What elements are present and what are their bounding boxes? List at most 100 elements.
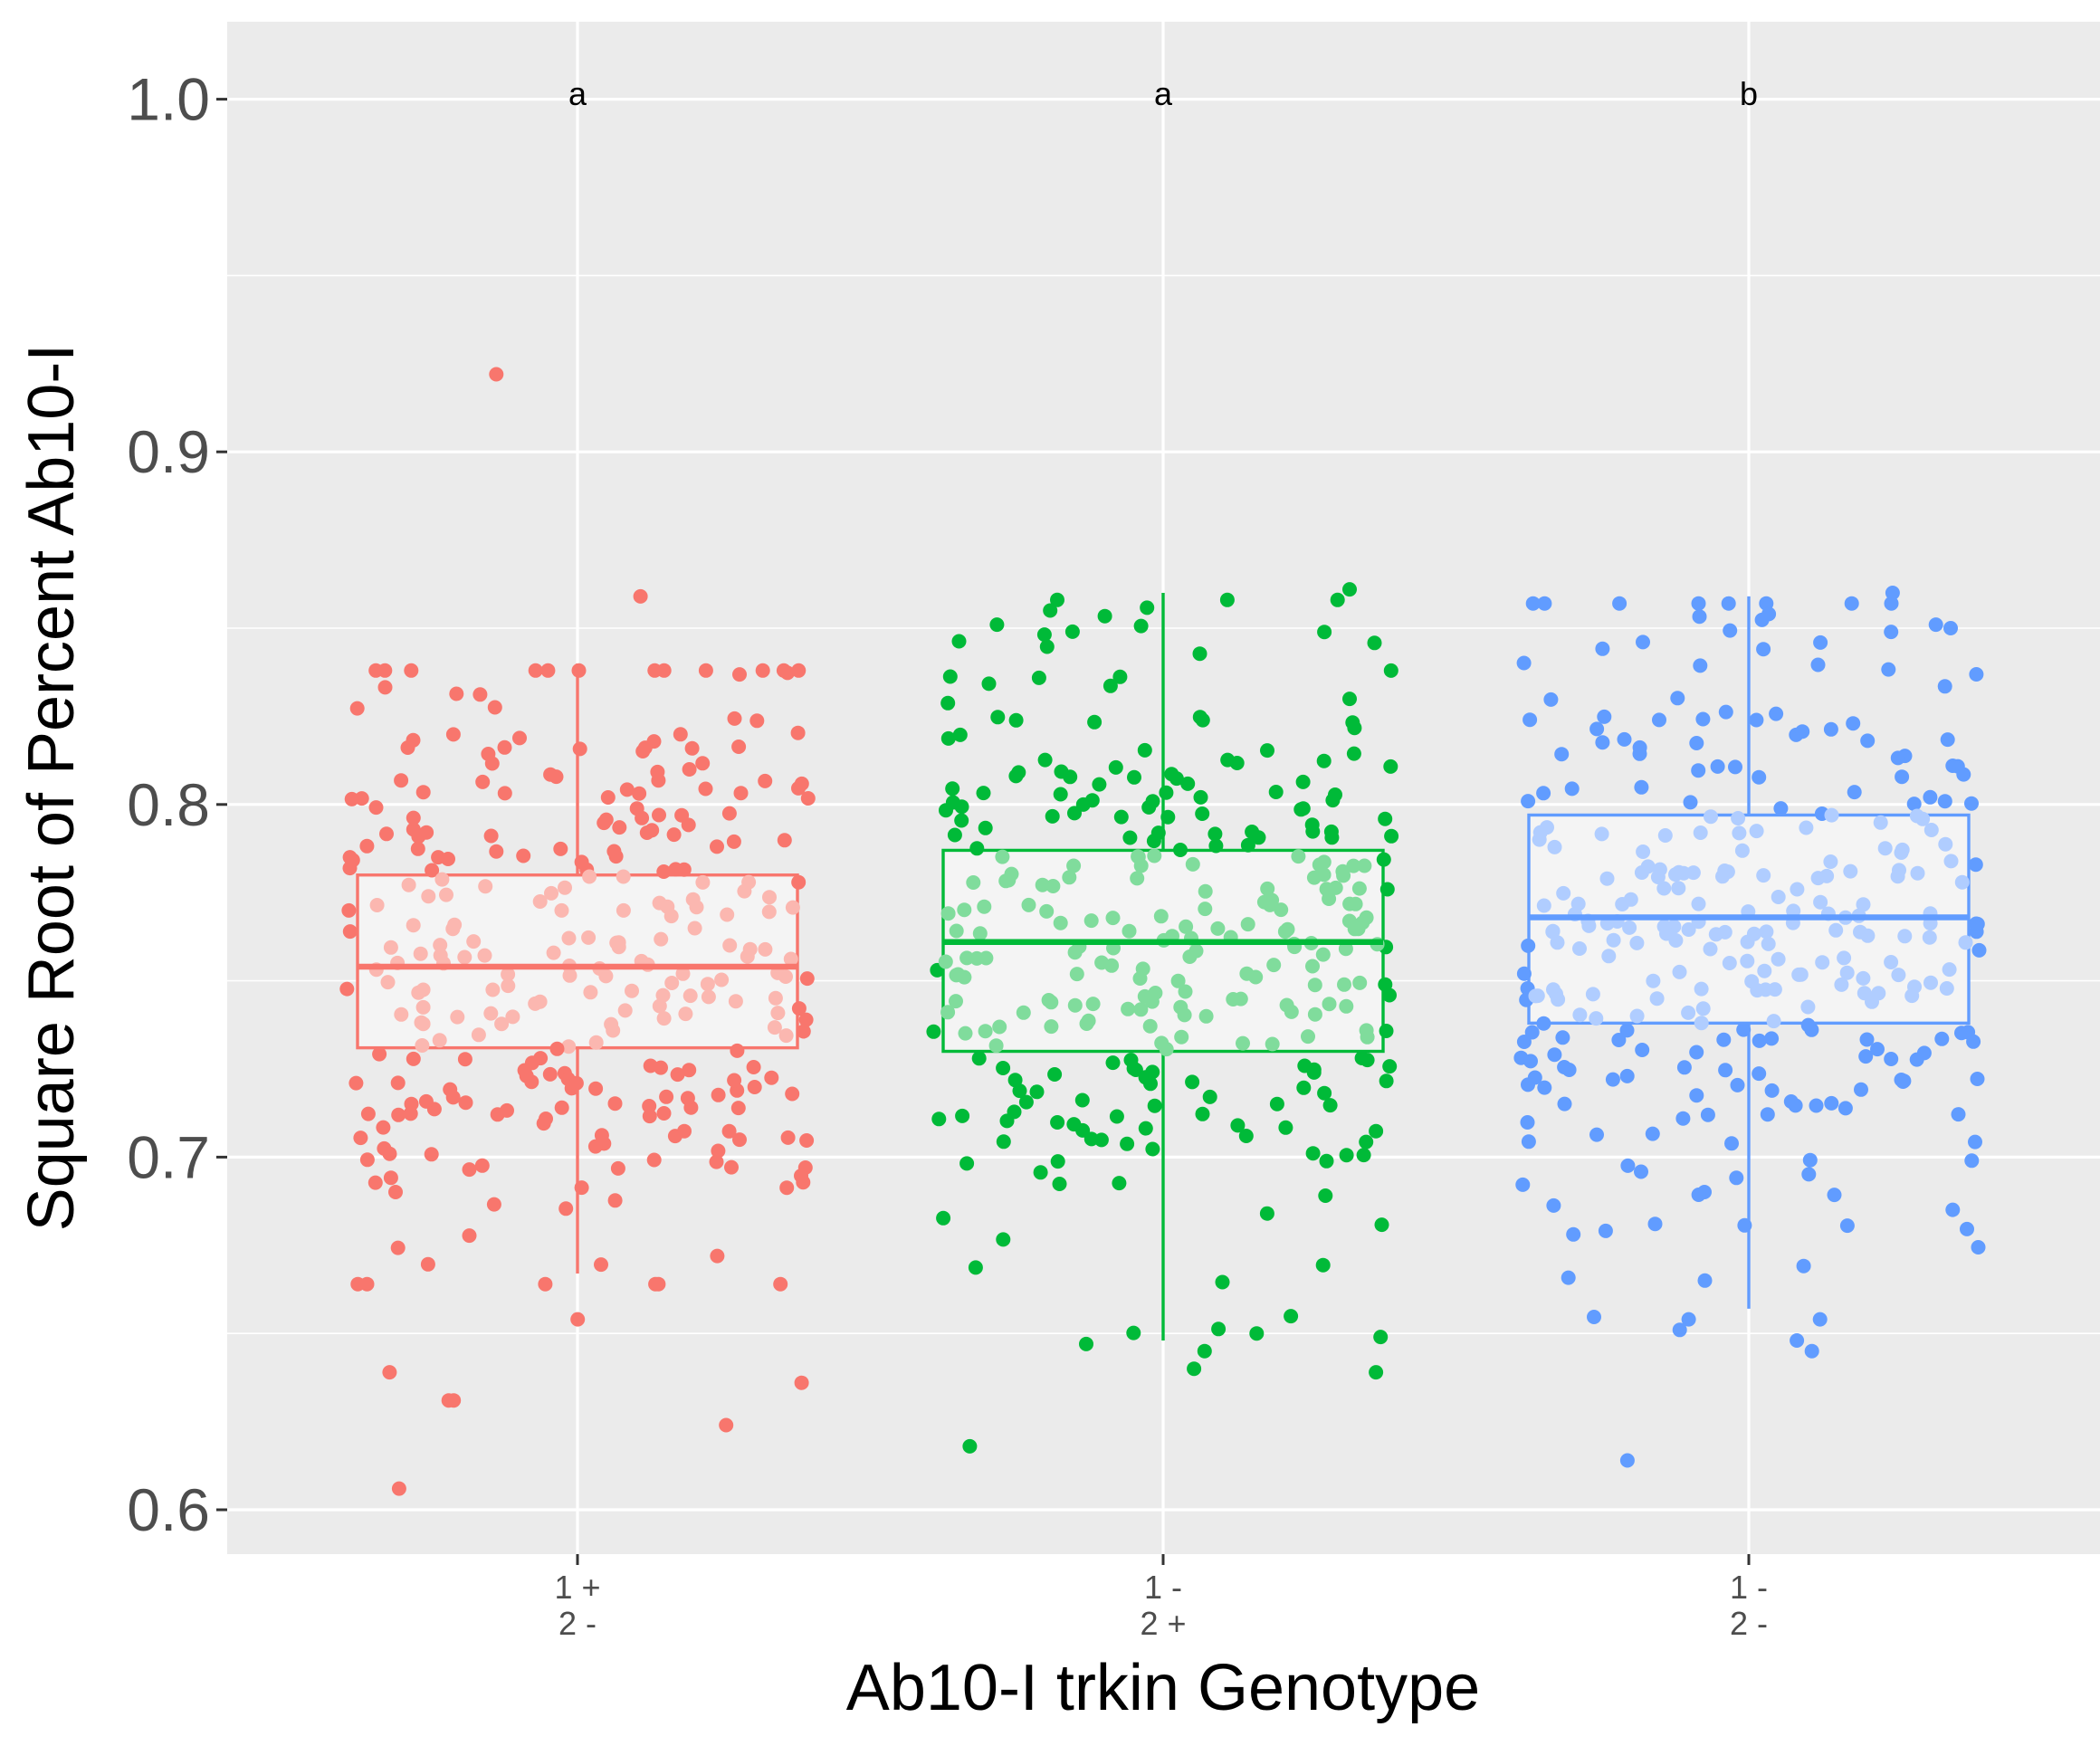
data-point-g1 [359,1152,375,1168]
data-point-g2 [1325,793,1341,808]
data-point-g2 [1384,828,1399,844]
data-point-g1 [475,774,491,789]
data-point-g3 [1971,942,1987,958]
data-point-g2 [1367,635,1382,651]
data-point-g2 [945,795,960,810]
data-point-g2 [1219,592,1235,607]
data-point-g1 [349,701,365,716]
data-point-g2 [990,710,1006,725]
data-point-g1 [489,844,504,859]
data-point-g2 [1317,625,1332,640]
data-point-g2 [988,1038,1004,1054]
data-point-g2 [1211,1321,1227,1337]
x-tick-label-line2: 2 + [1140,1605,1186,1642]
data-point-g2 [959,1156,975,1171]
data-point-g2 [1215,1274,1230,1290]
data-point-g2 [1052,1177,1067,1191]
data-point-g1 [711,1143,726,1159]
data-point-g1 [494,1016,510,1032]
data-point-g1 [342,924,358,940]
data-point-g2 [1008,712,1024,728]
data-point-g2 [1159,785,1174,800]
data-point-g2 [1178,984,1193,999]
data-point-g3 [1522,712,1538,728]
data-point-g2 [1315,1257,1331,1273]
data-point-g3 [1697,1273,1713,1288]
data-point-g2 [1092,777,1107,792]
data-point-g2 [1079,1336,1093,1351]
data-point-g1 [571,663,587,678]
data-point-g3 [1971,1240,1986,1255]
data-point-g1 [342,850,358,865]
data-point-g1 [785,1086,800,1102]
data-point-g2 [1352,975,1368,990]
data-point-g3 [1717,924,1732,940]
data-point-g1 [674,807,690,823]
data-point-g3 [1819,868,1835,883]
data-point-g3 [1676,1060,1692,1075]
data-point-g1 [377,680,393,695]
data-point-g1 [481,747,496,761]
data-point-g2 [1113,809,1129,825]
data-point-g1 [709,1154,724,1169]
data-point-g2 [1202,1089,1217,1104]
data-point-g3 [1749,712,1764,728]
data-point-g2 [1131,849,1146,864]
data-point-g1 [512,730,527,746]
data-point-g1 [728,994,743,1009]
data-point-g1 [610,1160,625,1176]
data-point-g3 [1923,975,1938,990]
data-point-g3 [1828,922,1844,938]
data-point-g1 [462,1162,477,1178]
data-point-g3 [1532,825,1548,840]
data-point-g1 [369,898,385,912]
data-point-g2 [1053,915,1068,930]
y-tick-label: 0.6 [127,1476,210,1543]
data-point-g2 [1195,806,1210,821]
data-point-g1 [698,781,713,797]
data-point-g2 [1383,663,1398,678]
data-point-g2 [951,634,967,649]
data-point-g1 [698,663,713,678]
data-point-g3 [1746,926,1761,941]
data-point-g1 [675,966,691,981]
data-point-g1 [616,902,631,918]
data-point-g1 [549,1041,565,1056]
data-point-g1 [458,1095,473,1111]
data-point-g3 [1945,1202,1961,1217]
data-point-g3 [1837,950,1852,966]
data-point-g1 [419,825,434,840]
data-point-g3 [1897,929,1913,944]
data-point-g2 [1369,1123,1384,1139]
data-point-g3 [1704,809,1718,825]
data-point-g3 [1716,1032,1732,1047]
data-point-g3 [1970,1072,1985,1086]
data-point-g1 [415,785,431,800]
data-point-g2 [1274,902,1289,918]
data-point-g1 [471,1027,486,1043]
data-point-g2 [1198,902,1213,917]
data-point-g3 [1561,1063,1577,1077]
data-point-g3 [1635,1043,1650,1057]
data-point-g1 [519,1068,534,1083]
data-point-g2 [1169,771,1184,787]
data-point-g3 [1839,965,1855,980]
data-point-g3 [1731,811,1746,825]
data-point-g2 [1067,997,1083,1013]
data-point-g2 [1147,848,1162,863]
data-point-g2 [938,954,953,969]
data-point-g2 [1050,1154,1065,1169]
data-point-g3 [1619,1453,1635,1468]
data-point-g1 [778,1028,794,1044]
data-point-g2 [1140,600,1155,615]
data-point-g1 [652,998,667,1014]
data-point-g3 [1589,721,1605,737]
data-point-g3 [1668,933,1684,948]
data-point-g3 [1681,922,1696,937]
data-point-g1 [780,1130,796,1145]
data-point-g2 [1102,678,1118,693]
data-point-g1 [360,1106,376,1121]
data-point-g1 [642,1109,657,1124]
data-point-g1 [656,864,672,879]
data-point-g3 [1858,1049,1874,1064]
